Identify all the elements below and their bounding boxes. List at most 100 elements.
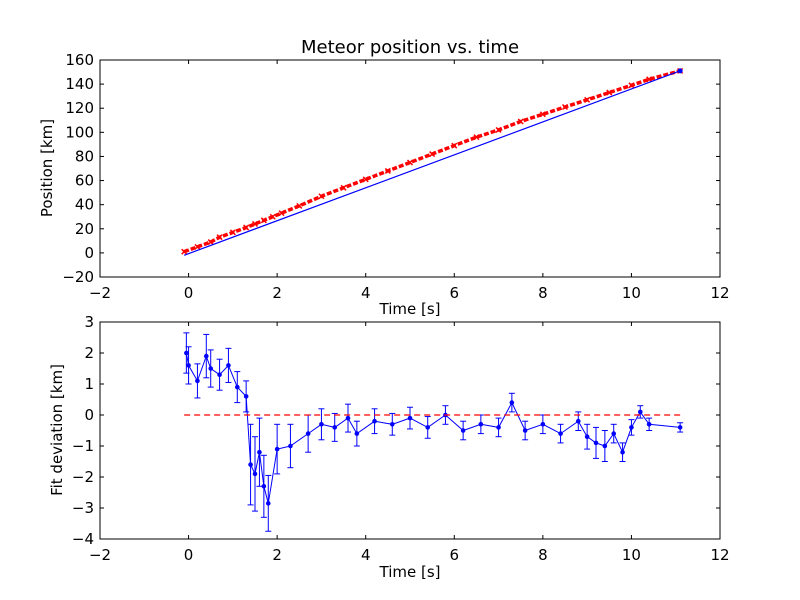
measured-position-point [229, 229, 236, 236]
measured-position-point [243, 224, 250, 231]
deviation-point [252, 471, 258, 477]
position-x-tick-label: 10 [622, 284, 641, 302]
deviation-point [637, 409, 643, 415]
deviation-trace [185, 352, 681, 504]
fit-line-end-point [677, 68, 683, 74]
measured-position-point [473, 134, 480, 141]
deviation-x-tick-label: 0 [184, 546, 194, 564]
position-y-axis-label: Position [km] [38, 119, 56, 217]
deviation-y-tick-label: −3 [72, 499, 94, 517]
measured-position-point [517, 118, 524, 125]
deviation-point [234, 384, 240, 390]
position-x-axis-label: Time [s] [379, 300, 441, 318]
measured-position-point [181, 248, 188, 255]
position-x-tick-label: 6 [450, 284, 460, 302]
position-x-ticks: −2 0 2 4 6 8 10 12 [89, 60, 730, 302]
deviation-point [208, 366, 214, 371]
deviation-point [305, 431, 311, 436]
measured-position-point [251, 220, 259, 227]
deviation-point [257, 449, 262, 455]
deviation-x-tick-label: 6 [450, 546, 460, 564]
position-y-tick-label: 140 [65, 75, 94, 93]
position-y-ticks: −20 0 20 40 60 80 100 120 140 160 [62, 51, 720, 286]
position-x-tick-label: 0 [184, 284, 194, 302]
position-y-tick-label: 60 [75, 172, 94, 190]
deviation-y-tick-label: 0 [84, 406, 94, 424]
deviation-x-tick-label: 8 [538, 546, 548, 564]
deviation-point [195, 378, 200, 384]
deviation-point [389, 422, 395, 427]
deviation-x-tick-label: 4 [361, 546, 371, 564]
deviation-point [646, 422, 652, 427]
position-y-tick-label: 100 [65, 123, 94, 141]
deviation-point [611, 431, 617, 436]
measured-position-point [207, 239, 214, 246]
position-axes-frame [99, 59, 721, 278]
measured-position-point [561, 103, 569, 111]
measured-position-point [318, 193, 325, 200]
measured-position-point [606, 89, 613, 96]
deviation-point [509, 400, 515, 405]
measured-position-point [628, 82, 635, 89]
measured-position-point [646, 76, 653, 83]
position-plot-area [181, 67, 684, 256]
deviation-point [620, 449, 625, 455]
measured-position-trace [183, 69, 681, 254]
measured-position-point [451, 142, 458, 149]
deviation-point [425, 425, 431, 430]
deviation-y-tick-label: 3 [84, 313, 94, 331]
deviation-point [677, 425, 683, 430]
deviation-y-tick-label: −1 [72, 437, 94, 455]
deviation-point [629, 425, 634, 430]
deviation-point [203, 353, 209, 359]
deviation-x-tick-label: 10 [622, 546, 641, 564]
deviation-x-axis-label: Time [s] [379, 563, 441, 581]
deviation-point [261, 484, 267, 489]
position-x-tick-label: −2 [89, 284, 111, 302]
position-subplot: Meteor position vs. time −2 0 2 4 6 8 10 12 −20… [38, 37, 730, 318]
deviation-point [248, 462, 253, 467]
deviation-point [332, 425, 338, 430]
chart-title: Meteor position vs. time [301, 37, 519, 58]
position-y-tick-label: −20 [62, 268, 94, 286]
position-y-tick-label: 80 [75, 147, 94, 165]
position-x-tick-label: 2 [272, 284, 282, 302]
deviation-point [354, 431, 360, 436]
deviation-plot-area [183, 332, 684, 532]
deviation-point [288, 443, 293, 449]
measured-position-point [194, 243, 201, 250]
deviation-y-ticks: −4 −3 −2 −1 0 1 2 3 [72, 313, 720, 548]
position-y-tick-label: 0 [84, 244, 94, 262]
measured-position-point [278, 210, 285, 217]
measured-position-point [340, 184, 347, 191]
measured-position-point [216, 234, 223, 241]
measured-position-point [406, 159, 414, 166]
deviation-point [265, 501, 271, 506]
deviation-point [226, 363, 231, 368]
deviation-y-tick-label: −4 [72, 530, 94, 548]
deviation-point [460, 428, 466, 433]
fit-line [183, 70, 681, 256]
deviation-point [407, 415, 413, 421]
deviation-x-ticks: −2 0 2 4 6 8 10 12 [89, 322, 730, 564]
deviation-point [243, 394, 249, 399]
deviation-point [602, 443, 608, 449]
position-y-tick-label: 120 [65, 99, 94, 117]
deviation-point [319, 422, 324, 427]
position-x-tick-label: 12 [710, 284, 729, 302]
measured-position-point [584, 96, 591, 103]
measured-position-point [429, 151, 436, 158]
deviation-y-tick-label: 2 [84, 344, 94, 362]
measured-position-point [495, 126, 502, 133]
position-y-tick-label: 160 [65, 51, 94, 69]
deviation-y-tick-label: −2 [72, 468, 94, 486]
deviation-point [575, 418, 581, 424]
deviation-point [184, 350, 189, 356]
measured-position-point [296, 202, 303, 209]
deviation-x-tick-label: 12 [710, 546, 729, 564]
measured-position-point [260, 217, 267, 224]
deviation-point [217, 372, 222, 378]
position-x-tick-label: 8 [538, 284, 548, 302]
